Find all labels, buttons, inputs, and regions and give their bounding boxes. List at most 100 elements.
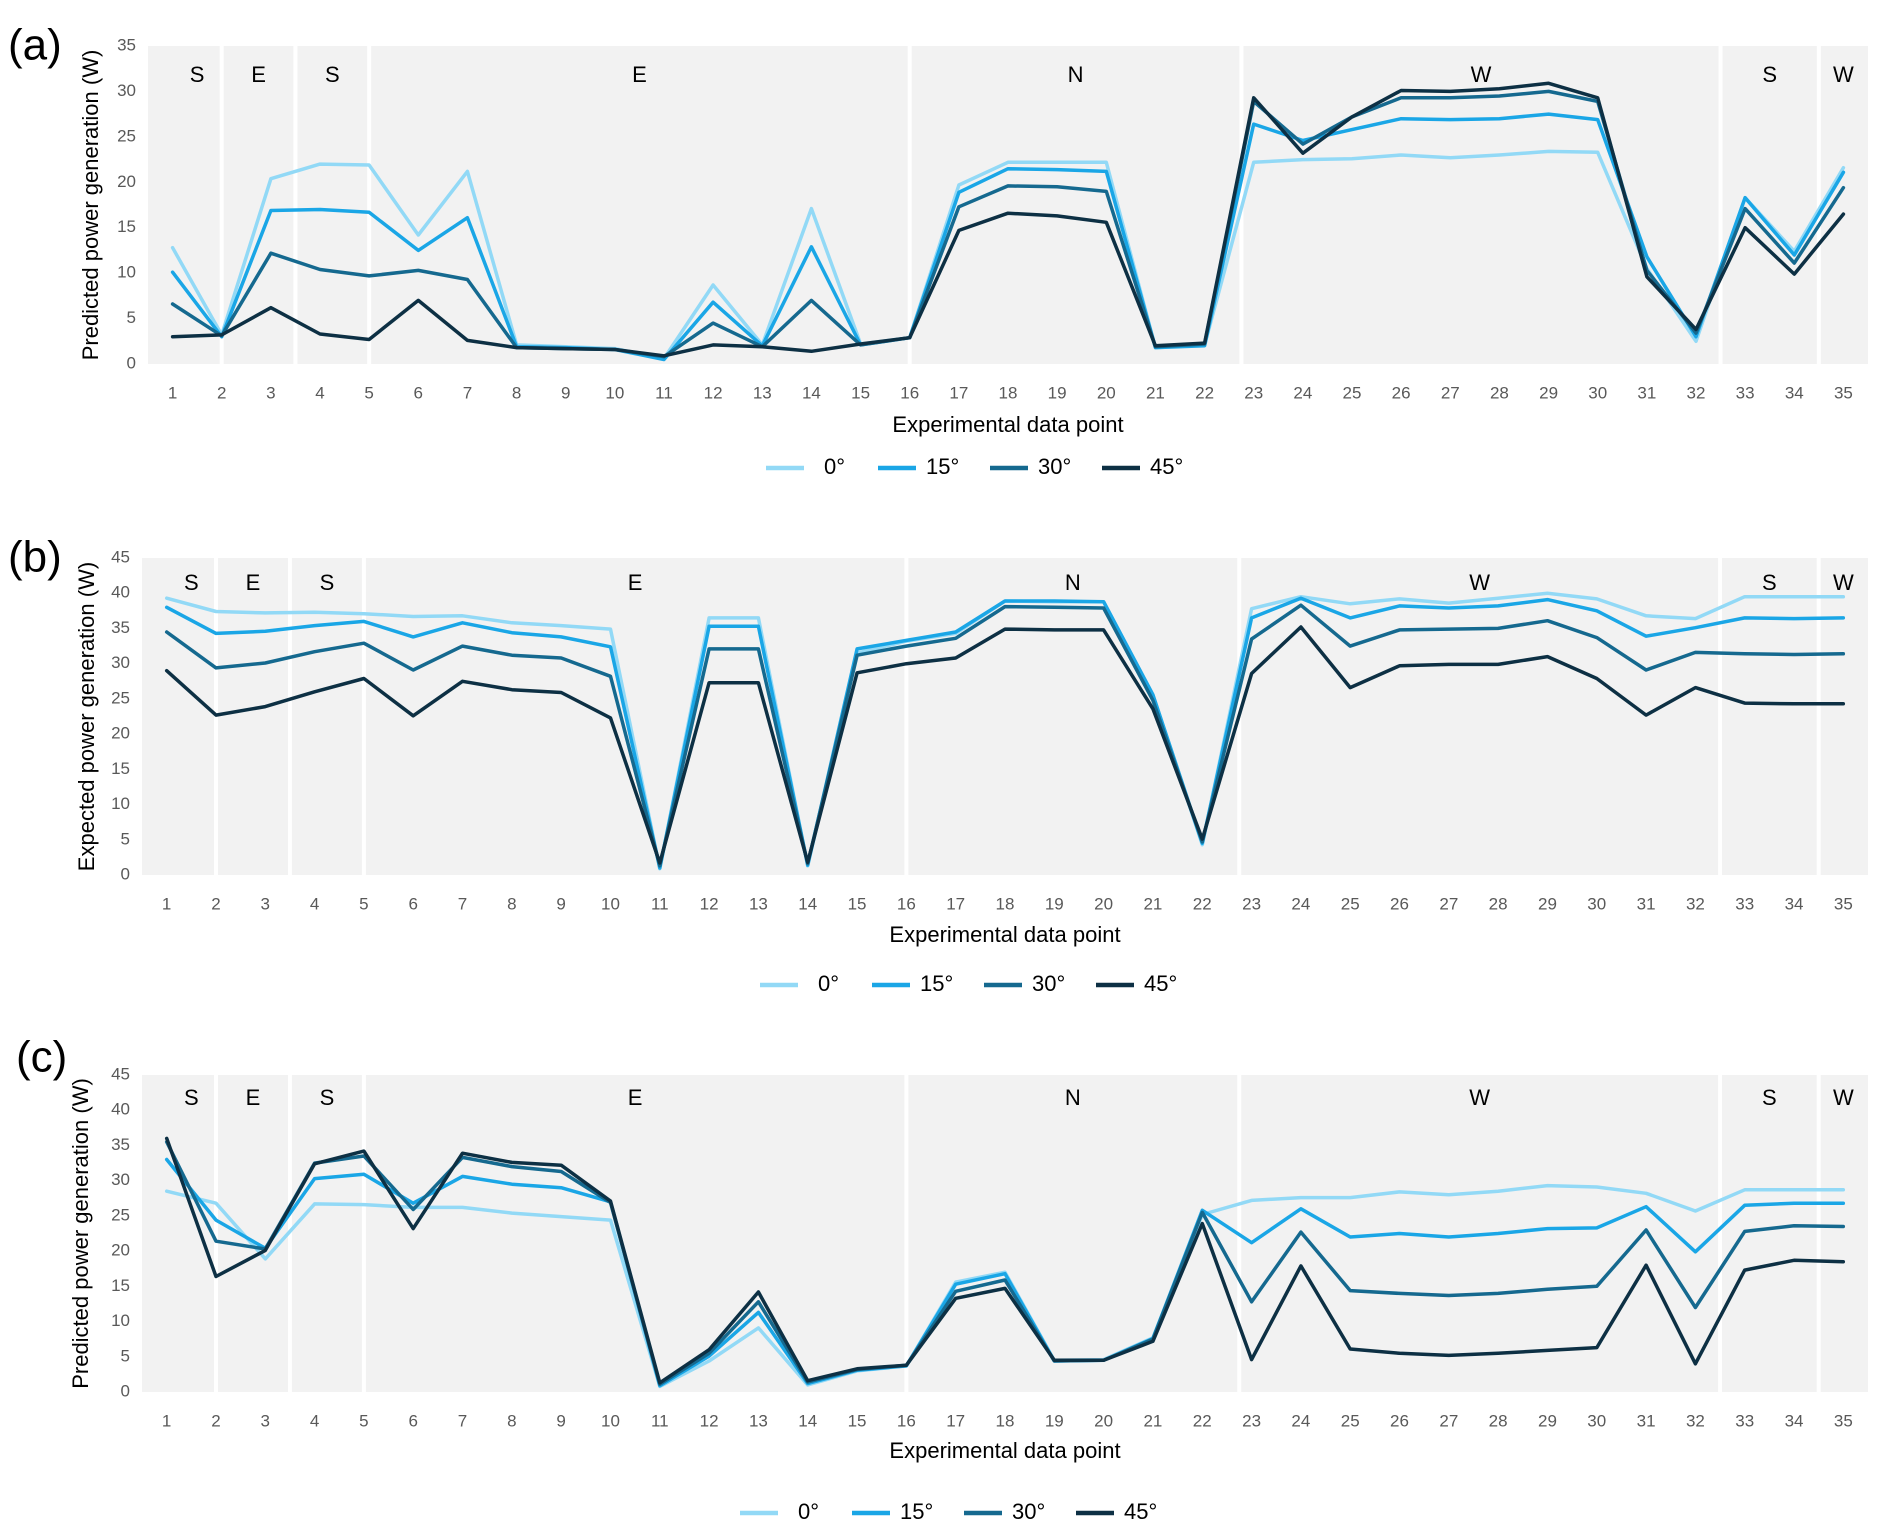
x-tick-label: 1 (162, 1411, 171, 1430)
x-tick-label: 29 (1538, 894, 1557, 913)
orientation-label: S (190, 62, 205, 87)
x-tick-label: 34 (1785, 383, 1804, 402)
series-line-45deg (164, 625, 1846, 865)
y-tick-label: 5 (121, 829, 130, 848)
x-tick-label: 31 (1637, 383, 1656, 402)
y-tick-label: 35 (111, 618, 130, 637)
x-tick-label: 7 (458, 894, 467, 913)
x-tick-label: 11 (655, 383, 673, 402)
x-tick-label: 25 (1341, 1411, 1360, 1430)
y-tick-label: 15 (111, 1276, 130, 1295)
series-line-30deg (164, 603, 1846, 868)
orientation-label: W (1471, 62, 1492, 87)
panel-label: (b) (8, 533, 62, 582)
y-tick-label: 20 (117, 172, 136, 191)
x-tick-label: 9 (556, 1411, 565, 1430)
x-tick-label: 11 (651, 894, 669, 913)
orientation-label: S (184, 570, 199, 595)
series-line-45deg (170, 81, 1846, 358)
y-tick-label: 0 (121, 1381, 130, 1400)
legend: 0° 15° 30° 45° (760, 971, 1177, 996)
x-tick-label: 6 (414, 383, 423, 402)
y-axis-title: Predicted power generation (W) (78, 50, 103, 361)
x-tick-label: 19 (1045, 1411, 1064, 1430)
x-tick-label: 18 (996, 894, 1015, 913)
legend-label: 30° (1012, 1499, 1045, 1524)
x-tick-label: 2 (211, 894, 220, 913)
legend-label: 0° (798, 1499, 819, 1524)
orientation-label: S (320, 570, 335, 595)
legend-label: 15° (926, 454, 959, 479)
x-tick-label: 19 (1048, 383, 1067, 402)
x-tick-label: 11 (651, 1411, 669, 1430)
series-line-30deg (170, 89, 1846, 359)
orientation-label: S (325, 62, 340, 87)
x-tick-label: 22 (1193, 1411, 1212, 1430)
orientation-label: S (1762, 570, 1777, 595)
x-tick-label: 20 (1097, 383, 1116, 402)
y-tick-label: 40 (111, 583, 130, 602)
x-tick-label: 12 (704, 383, 723, 402)
panel-label: (a) (8, 21, 62, 70)
legend-label: 0° (824, 454, 845, 479)
x-tick-label: 8 (507, 894, 516, 913)
x-tick-label: 31 (1637, 894, 1656, 913)
x-tick-label: 16 (900, 383, 919, 402)
x-tick-label: 6 (408, 894, 417, 913)
y-tick-label: 10 (111, 794, 130, 813)
y-tick-label: 45 (111, 1064, 130, 1083)
x-tick-label: 14 (798, 1411, 817, 1430)
series-line-30deg (164, 1140, 1846, 1387)
y-tick-label: 35 (117, 35, 136, 54)
orientation-label: E (251, 62, 266, 87)
x-tick-label: 6 (408, 1411, 417, 1430)
x-tick-label: 10 (605, 383, 624, 402)
x-tick-label: 4 (310, 894, 319, 913)
x-tick-label: 5 (359, 1411, 368, 1430)
x-tick-label: 28 (1490, 383, 1509, 402)
x-tick-label: 10 (601, 894, 620, 913)
legend: 0° 15° 30° 45° (766, 454, 1183, 479)
y-tick-label: 30 (117, 81, 136, 100)
legend-label: 45° (1144, 971, 1177, 996)
plot-area (142, 1075, 1868, 1392)
x-tick-label: 31 (1637, 1411, 1656, 1430)
x-tick-label: 30 (1588, 383, 1607, 402)
x-tick-label: 26 (1390, 894, 1409, 913)
legend-label: 45° (1150, 454, 1183, 479)
x-tick-label: 18 (996, 1411, 1015, 1430)
y-tick-label: 25 (111, 688, 130, 707)
x-tick-label: 35 (1834, 894, 1853, 913)
x-tick-label: 29 (1539, 383, 1558, 402)
y-tick-label: 20 (111, 1241, 130, 1260)
legend-label: 15° (900, 1499, 933, 1524)
y-tick-label: 5 (121, 1346, 130, 1365)
x-axis-title: Experimental data point (892, 412, 1123, 437)
x-tick-label: 10 (601, 1411, 620, 1430)
orientation-label: S (1762, 62, 1777, 87)
x-tick-label: 35 (1834, 1411, 1853, 1430)
series-line-15deg (170, 112, 1846, 362)
x-tick-label: 3 (261, 1411, 270, 1430)
x-tick-label: 26 (1392, 383, 1411, 402)
x-tick-label: 7 (458, 1411, 467, 1430)
x-tick-label: 8 (512, 383, 521, 402)
x-tick-label: 16 (897, 1411, 916, 1430)
x-tick-label: 8 (507, 1411, 516, 1430)
x-tick-label: 32 (1686, 894, 1705, 913)
y-tick-label: 30 (111, 653, 130, 672)
x-tick-label: 16 (897, 894, 916, 913)
orientation-label: E (632, 62, 647, 87)
orientation-label: S (1762, 1085, 1777, 1110)
y-tick-label: 5 (127, 308, 136, 327)
x-axis-title: Experimental data point (889, 1438, 1120, 1463)
orientation-label: W (1469, 1085, 1490, 1110)
x-tick-label: 21 (1146, 383, 1165, 402)
x-tick-label: 17 (946, 1411, 965, 1430)
x-tick-label: 14 (798, 894, 817, 913)
orientation-label: N (1068, 62, 1084, 87)
x-tick-label: 21 (1143, 1411, 1162, 1430)
x-tick-label: 15 (848, 894, 867, 913)
